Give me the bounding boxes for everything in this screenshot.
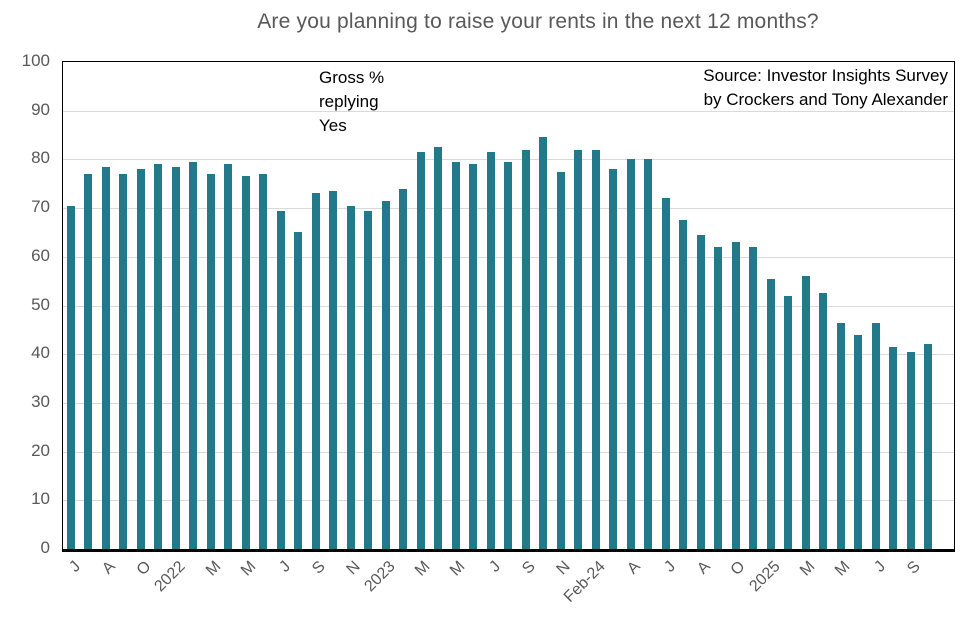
bar bbox=[837, 323, 845, 549]
bar bbox=[84, 174, 92, 549]
x-axis-tick-label: M bbox=[202, 558, 224, 580]
y-axis-tick-label: 0 bbox=[40, 538, 50, 557]
y-axis-tick-label: 30 bbox=[31, 392, 50, 411]
x-axis-tick-label: A bbox=[99, 558, 120, 578]
bar bbox=[417, 152, 425, 549]
x-axis-tick-label: S bbox=[309, 558, 329, 578]
bar bbox=[224, 164, 232, 549]
bar bbox=[872, 323, 880, 549]
x-axis-tick-label: O bbox=[133, 558, 154, 579]
x-axis-tick-label: 2025 bbox=[746, 558, 784, 596]
bar bbox=[137, 169, 145, 549]
x-axis-tick-label: J bbox=[66, 558, 85, 576]
x-axis-tick-label: J bbox=[660, 558, 679, 576]
bar bbox=[609, 169, 617, 549]
annotation-line: Gross % bbox=[319, 68, 385, 87]
bar bbox=[627, 159, 635, 549]
x-axis-tick-label: M bbox=[447, 558, 469, 580]
bar bbox=[504, 162, 512, 549]
bar bbox=[189, 162, 197, 549]
x-axis-tick-label: A bbox=[694, 558, 714, 578]
bar bbox=[277, 211, 285, 549]
x-axis-tick-label: O bbox=[727, 558, 749, 579]
bar bbox=[312, 193, 320, 549]
bar bbox=[469, 164, 477, 549]
y-axis-tick-label: 80 bbox=[31, 148, 50, 167]
bar bbox=[399, 189, 407, 549]
bar bbox=[907, 352, 915, 549]
bar bbox=[539, 137, 547, 549]
bar bbox=[487, 152, 495, 549]
bar bbox=[574, 150, 582, 549]
bar bbox=[154, 164, 162, 549]
y-axis-tick-label: 60 bbox=[31, 246, 50, 265]
bar bbox=[679, 220, 687, 549]
series-annotation: Gross % replying Yes bbox=[319, 66, 384, 138]
bar bbox=[557, 172, 565, 549]
bar bbox=[714, 247, 722, 549]
gridline bbox=[63, 111, 954, 112]
y-axis-tick-label: 10 bbox=[31, 489, 50, 508]
x-axis-tick-label: M bbox=[237, 558, 259, 580]
bar bbox=[697, 235, 705, 549]
bar bbox=[242, 176, 250, 549]
bar bbox=[294, 232, 302, 549]
bar bbox=[767, 279, 775, 549]
x-axis-tick-label: M bbox=[797, 558, 819, 580]
source-note: Source: Investor Insights Survey by Croc… bbox=[703, 64, 948, 112]
y-axis-tick-label: 70 bbox=[31, 197, 50, 216]
bar bbox=[434, 147, 442, 549]
source-line: Source: Investor Insights Survey bbox=[703, 66, 948, 85]
gridline bbox=[63, 159, 954, 160]
plot-area: Gross % replying Yes Source: Investor In… bbox=[62, 61, 955, 552]
source-line: by Crockers and Tony Alexander bbox=[703, 90, 948, 109]
bar bbox=[522, 150, 530, 549]
bar bbox=[732, 242, 740, 549]
bar bbox=[819, 293, 827, 549]
x-axis-tick-label: S bbox=[519, 558, 539, 578]
bar bbox=[347, 206, 355, 549]
bar bbox=[592, 150, 600, 549]
bar bbox=[119, 174, 127, 549]
bar bbox=[662, 198, 670, 549]
bar bbox=[784, 296, 792, 549]
bar bbox=[67, 206, 75, 549]
bar bbox=[644, 159, 652, 549]
bar bbox=[749, 247, 757, 549]
bar bbox=[854, 335, 862, 549]
bar bbox=[364, 211, 372, 549]
annotation-line: replying bbox=[319, 92, 379, 111]
x-axis-tick-label: N bbox=[553, 558, 574, 579]
annotation-line: Yes bbox=[319, 116, 347, 135]
y-axis-tick-label: 100 bbox=[21, 51, 50, 70]
x-axis-tick-label: J bbox=[276, 558, 294, 576]
y-axis-tick-label: 40 bbox=[31, 343, 50, 362]
bar bbox=[802, 276, 810, 549]
x-axis-tick-label: A bbox=[624, 558, 644, 578]
bar bbox=[924, 344, 932, 549]
bar bbox=[102, 167, 110, 549]
x-axis-tick-label: J bbox=[486, 558, 504, 576]
chart-title: Are you planning to raise your rents in … bbox=[257, 10, 819, 33]
bar bbox=[452, 162, 460, 549]
x-axis-tick-label: 2022 bbox=[151, 558, 189, 596]
y-axis-tick-label: 90 bbox=[31, 100, 50, 119]
x-axis-tick-label: M bbox=[412, 558, 434, 580]
x-axis-tick-label: N bbox=[343, 558, 364, 579]
x-axis-tick-label: M bbox=[832, 558, 854, 580]
bar bbox=[259, 174, 267, 549]
y-axis-tick-label: 50 bbox=[31, 295, 50, 314]
bar bbox=[172, 167, 180, 549]
x-axis-tick-label: J bbox=[870, 558, 889, 576]
bar bbox=[329, 191, 337, 549]
y-axis-tick-label: 20 bbox=[31, 441, 50, 460]
bar bbox=[382, 201, 390, 549]
x-axis-tick-label: S bbox=[903, 558, 924, 578]
x-axis-tick-label: 2023 bbox=[361, 558, 399, 596]
bar bbox=[207, 174, 215, 549]
bar bbox=[889, 347, 897, 549]
